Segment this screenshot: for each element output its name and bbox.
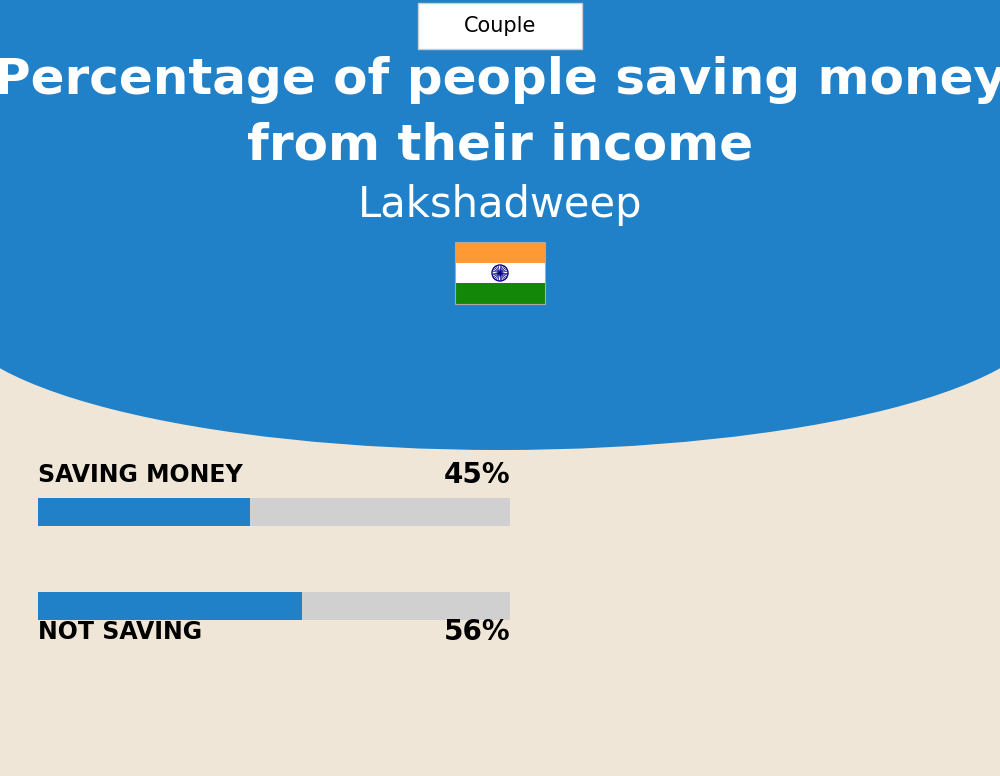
Bar xyxy=(38,498,250,526)
Text: SAVING MONEY: SAVING MONEY xyxy=(38,463,243,487)
Bar xyxy=(455,262,545,283)
Bar xyxy=(455,242,545,262)
Bar xyxy=(38,592,302,620)
Bar xyxy=(455,242,545,304)
Bar xyxy=(0,0,1000,310)
Text: NOT SAVING: NOT SAVING xyxy=(38,620,202,644)
Bar xyxy=(455,283,545,304)
Bar xyxy=(38,592,510,620)
Text: Percentage of people saving money: Percentage of people saving money xyxy=(0,56,1000,104)
Text: Couple: Couple xyxy=(464,16,536,36)
Text: Lakshadweep: Lakshadweep xyxy=(358,184,642,226)
Text: 45%: 45% xyxy=(443,461,510,489)
Ellipse shape xyxy=(0,170,1000,450)
FancyBboxPatch shape xyxy=(418,3,582,49)
Text: from their income: from their income xyxy=(247,121,753,169)
Bar xyxy=(38,498,510,526)
Text: 56%: 56% xyxy=(443,618,510,646)
